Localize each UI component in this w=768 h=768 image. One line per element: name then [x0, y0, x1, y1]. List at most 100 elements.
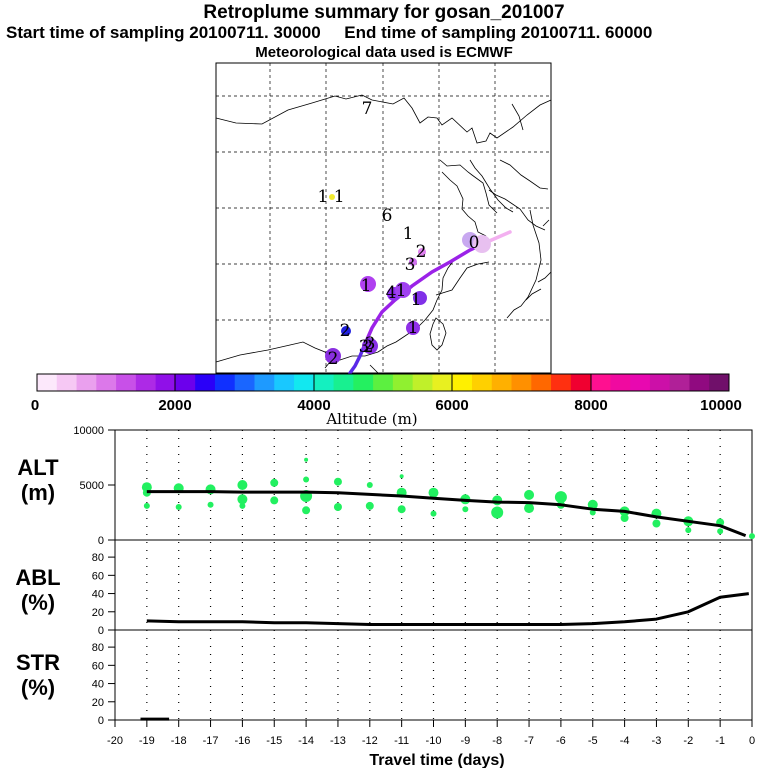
cluster-marker: [473, 235, 491, 253]
x-tick-label: -5: [588, 735, 598, 747]
cluster-marker: [362, 338, 378, 354]
colorbar-cell: [274, 374, 295, 391]
y-tick-label: 10000: [73, 425, 104, 437]
cluster-marker: [409, 258, 417, 266]
colorbar-dividers: [174, 374, 592, 391]
x-tick-label: -8: [492, 735, 502, 747]
y-tick-label: 0: [98, 625, 104, 637]
map-number-label: 1: [408, 318, 419, 338]
alt-scatter-point: [207, 501, 214, 508]
cluster-marker: [329, 194, 335, 200]
x-axis: -20 -19 -18 -17 -16 -15 -14 -13 -12 -11 -10 -9 -8 -7-…: [107, 720, 755, 747]
y-tick-label: 0: [98, 535, 104, 547]
x-tick-label: -4: [620, 735, 630, 747]
colorbar-cell: [313, 374, 335, 391]
alt-scatter-point: [333, 477, 342, 486]
alt-scatter-point: [239, 502, 246, 509]
alt-scatter-point: [524, 489, 535, 500]
colorbar-cell: [96, 374, 117, 391]
x-tick-label: -15: [266, 735, 282, 747]
alt-scatter-point: [749, 533, 755, 540]
y-tick-label: 80: [92, 552, 104, 564]
x-tick-label: -10: [426, 735, 442, 747]
panel-label-abl: ABL: [15, 565, 60, 590]
colorbar-cell: [392, 374, 414, 391]
map-number-label: 3: [359, 337, 370, 357]
colorbar-cell: [709, 374, 730, 391]
x-tick-label: -6: [556, 735, 566, 747]
map-number-label: 3: [365, 334, 376, 354]
colorbar-cell: [333, 374, 354, 391]
colorbar-cell: [511, 374, 532, 391]
panel-label-str: STR: [16, 650, 60, 675]
colorbar-tick-label: 4000: [297, 397, 330, 414]
alt-scatter-point: [399, 474, 404, 479]
x-tick-label: -13: [330, 735, 346, 747]
colorbar-cell: [649, 374, 671, 391]
map-number-label: 1 1: [317, 187, 344, 207]
alt-scatter-point: [237, 494, 248, 505]
colorbar-tick-label: 0: [31, 397, 39, 414]
map-number-label: 1: [396, 281, 407, 301]
colorbar-cell: [135, 374, 157, 391]
colorbar-frame: [36, 373, 730, 392]
alt-scatter-point: [587, 499, 598, 510]
panel-unit-alt: (m): [21, 480, 55, 505]
map-number-label: 7: [362, 99, 373, 119]
cluster-marker: [360, 276, 376, 292]
y-tick-label: 60: [92, 660, 104, 672]
colorbar-cells: [37, 374, 730, 391]
x-tick-label: -1: [715, 735, 725, 747]
alt-scatter-point: [717, 528, 724, 535]
x-axis-title: Travel time (days): [369, 752, 504, 768]
alt-scatter-point: [430, 510, 437, 517]
colorbar-cell: [412, 374, 433, 391]
x-tick-label: -2: [683, 735, 693, 747]
colorbar-cell: [175, 374, 196, 391]
alt-scatter-point: [589, 509, 596, 516]
alt-scatter-point: [554, 491, 567, 504]
alt-scatter-point: [333, 503, 342, 511]
map-number-label: 2: [340, 321, 351, 341]
colorbar-cell: [669, 374, 690, 391]
map-number-label: 0: [469, 233, 480, 253]
colorbar-cell: [630, 374, 651, 391]
colorbar-cell: [531, 374, 552, 391]
colorbar-cell: [294, 374, 315, 391]
alt-scatter-point: [304, 457, 309, 462]
cluster-marker: [406, 321, 420, 335]
colorbar-cell: [76, 374, 97, 391]
map-number-label: 2: [416, 242, 427, 262]
colorbar-cell: [551, 374, 572, 391]
vertical-dotted-grid: [146, 430, 721, 720]
y-axes: 0 5000 10000 0 20 40 60 80 0 20 40 60 80: [73, 425, 115, 727]
colorbar-cell: [155, 374, 176, 391]
colorbar-cell: [689, 374, 710, 391]
y-tick-label: 20: [92, 607, 104, 619]
alt-scatter-point: [397, 505, 406, 514]
alt-mean-line: [146, 490, 747, 537]
alt-scatter-point: [366, 482, 373, 488]
colorbar-cell: [214, 374, 236, 391]
colorbar-cell: [37, 374, 58, 391]
colorbar-cell: [590, 374, 611, 391]
map-number-label: 4: [386, 283, 397, 303]
alt-scatter-point: [620, 514, 629, 522]
x-tick-label: -11: [394, 735, 409, 747]
x-tick-label: -9: [460, 735, 470, 747]
alt-scatter-point: [143, 502, 150, 509]
y-tick-label: 20: [92, 697, 104, 709]
x-tick-label: -7: [524, 735, 534, 747]
chart-title: Retroplume summary for gosan_201007: [203, 2, 565, 23]
alt-scatter-point: [652, 519, 661, 528]
alt-scatter-point: [685, 527, 692, 534]
colorbar-cell: [491, 374, 513, 391]
alt-scatter-point: [270, 478, 279, 487]
alt-scatter-point: [237, 480, 248, 490]
colorbar: 0 2000 4000 6000 8000 10000 Altitude (m): [31, 373, 742, 428]
alt-scatter-point: [524, 503, 535, 514]
panel-unit-str: (%): [21, 675, 55, 700]
colorbar-tick-label: 8000: [574, 397, 607, 414]
